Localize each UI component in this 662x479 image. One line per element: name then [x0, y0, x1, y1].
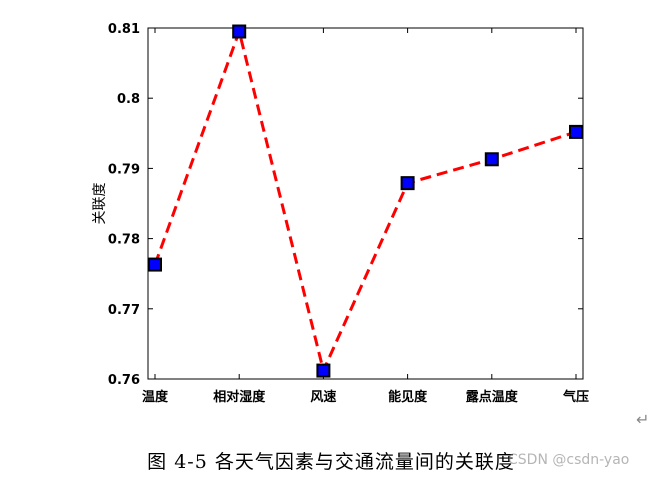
- x-tick-label: 温度: [142, 389, 169, 405]
- series-line: [153, 26, 577, 376]
- data-point-marker: [569, 124, 583, 139]
- watermark: CSDN @csdn-yao: [508, 452, 630, 468]
- x-tick-label: 能见度: [388, 389, 428, 405]
- data-point-marker: [316, 363, 331, 378]
- series-group: [148, 24, 583, 378]
- x-tick-label: 露点温度: [466, 389, 519, 405]
- y-tick-label: 0.77: [108, 303, 140, 318]
- x-tick-label: 风速: [310, 389, 336, 405]
- y-tick-label: 0.79: [108, 162, 140, 177]
- figure-caption: 图 4-5 各天气因素与交通流量间的关联度: [147, 451, 515, 473]
- data-point-marker: [400, 176, 415, 191]
- y-tick-label: 0.76: [108, 373, 140, 388]
- return-icon: ↵: [636, 410, 650, 429]
- data-point-marker: [232, 24, 247, 39]
- data-point-marker: [148, 257, 162, 272]
- y-tick-label: 0.78: [108, 233, 140, 248]
- y-axis: 0.76 0.77 0.78 0.79 0.8 0.81: [108, 22, 583, 388]
- x-axis: 温度 相对湿度 风速 能见度 露点温度 气压: [142, 28, 589, 405]
- y-axis-label: 关联度: [92, 183, 108, 225]
- line-chart: 0.76 0.77 0.78 0.79 0.8 0.81 温度 相对湿度 风速 能见度 露点温度 气…: [92, 22, 589, 405]
- data-point-marker: [484, 152, 499, 167]
- y-tick-label: 0.81: [108, 22, 140, 37]
- y-tick-label: 0.8: [117, 92, 140, 107]
- plot-area-frame: [147, 27, 584, 380]
- x-tick-label: 相对湿度: [213, 389, 266, 405]
- x-tick-label: 气压: [563, 389, 589, 405]
